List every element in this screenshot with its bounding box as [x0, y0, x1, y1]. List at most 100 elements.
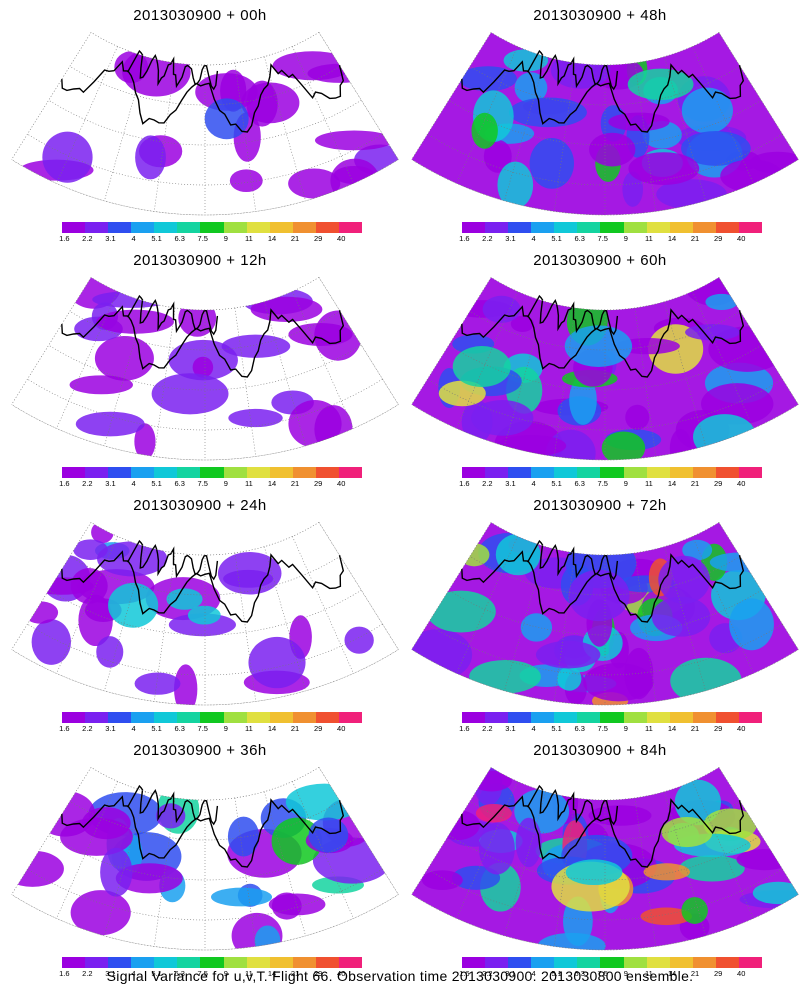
colorbar-swatch — [554, 467, 578, 478]
colorbar-swatch — [292, 222, 316, 233]
colorbar-tick-label: 1.6 — [59, 724, 70, 733]
coastline — [61, 784, 345, 868]
colorbar-swatch — [577, 467, 601, 478]
colorbar-tick-label: 9 — [623, 724, 628, 733]
colorbar-tick-label: 2.2 — [482, 234, 493, 243]
colorbar-tick-label: 5.1 — [551, 969, 562, 978]
colorbar-swatch — [338, 712, 363, 723]
colorbar-swatch — [715, 467, 739, 478]
panel-title: 2013030900 + 84h — [533, 742, 667, 759]
colorbar-tick-label: 29 — [713, 969, 723, 978]
colorbar-swatch — [531, 222, 555, 233]
colorbar-swatch — [508, 957, 532, 968]
colorbar-tick-label: 40 — [737, 724, 746, 733]
colorbar-swatch — [200, 467, 224, 478]
colorbar-swatch — [577, 222, 601, 233]
colorbar-swatch — [577, 712, 601, 723]
colorbar-tick-label: 29 — [713, 724, 723, 733]
coastline — [461, 49, 745, 133]
colorbar-tick-label: 6.3 — [574, 234, 585, 243]
coastline — [61, 539, 345, 623]
colorbar-swatch — [269, 957, 293, 968]
colorbar-tick-label: 40 — [337, 479, 346, 488]
colorbar-swatch — [462, 712, 486, 723]
colorbar-swatch — [508, 222, 532, 233]
polar-stereographic-map — [11, 521, 399, 706]
panel-title: 2013030900 + 60h — [533, 252, 667, 269]
colorbar-swatch — [600, 957, 624, 968]
colorbar-ticks: 1.6 2.2 3.1 4 5.1 6.3 7.5 9 11 14 21 29 40 — [59, 724, 362, 734]
colorbar-swatch — [131, 712, 155, 723]
colorbar-swatch — [108, 467, 132, 478]
colorbar-swatch — [269, 467, 293, 478]
colorbar-tick-label: 14 — [267, 479, 277, 488]
colorbar-tick-label: 6.3 — [174, 724, 185, 733]
colorbar-swatch — [738, 957, 763, 968]
colorbar-tick-label: 4 — [131, 969, 136, 978]
colorbar-swatch — [269, 222, 293, 233]
colorbar-swatch — [692, 957, 716, 968]
colorbar-tick-label: 21 — [690, 969, 700, 978]
colorbar-swatch — [669, 222, 693, 233]
colorbar-tick-label: 6.3 — [174, 969, 185, 978]
colorbar-swatch — [108, 222, 132, 233]
colorbar-swatch — [246, 957, 270, 968]
colorbar-ticks: 1.6 2.2 3.1 4 5.1 6.3 7.5 9 11 14 21 29 40 — [459, 234, 762, 244]
colorbar-tick-label: 1.6 — [59, 479, 70, 488]
map-panel: 2013030900 + 72h 1.6 2.2 3.1 4 5.1 6.3 7.5 9 11 14… — [400, 490, 800, 735]
polar-stereographic-map — [411, 521, 799, 706]
colorbar-tick-label: 4 — [531, 969, 536, 978]
colorbar-swatch — [554, 957, 578, 968]
polar-stereographic-map — [11, 31, 399, 216]
colorbar-tick-label: 2.2 — [482, 479, 493, 488]
colorbar-tick-label: 7.5 — [597, 479, 608, 488]
colorbar-swatch — [62, 467, 86, 478]
colorbar-swatch — [108, 712, 132, 723]
colorbar-tick-label: 3.1 — [105, 234, 116, 243]
colorbar-tick-label: 40 — [337, 969, 346, 978]
colorbar-tick-label: 40 — [337, 234, 346, 243]
figure-caption: Signal Variance for u,v,T. Flight 66. Ob… — [106, 968, 694, 984]
colorbar-tick-label: 14 — [267, 724, 277, 733]
colorbar-swatch — [669, 712, 693, 723]
colorbar-tick-label: 6.3 — [574, 724, 585, 733]
colorbar-tick-label: 3.1 — [505, 969, 516, 978]
colorbar-tick-label: 29 — [313, 724, 323, 733]
coastline — [61, 49, 345, 133]
colorbar-tick-label: 6.3 — [174, 234, 185, 243]
colorbar-swatch — [154, 467, 178, 478]
colorbar-tick-label: 7.5 — [597, 969, 608, 978]
colorbar-swatch — [646, 222, 670, 233]
panel-title: 2013030900 + 48h — [533, 7, 667, 24]
colorbar-swatch — [62, 957, 86, 968]
map-panel: 2013030900 + 84h 1.6 2.2 3.1 4 5.1 6.3 7.5 9 11 14… — [400, 735, 800, 980]
colorbar-swatch — [62, 222, 86, 233]
colorbar-tick-label: 7.5 — [597, 234, 608, 243]
colorbar-tick-label: 7.5 — [197, 479, 208, 488]
colorbar-swatch — [292, 467, 316, 478]
colorbar-swatch — [554, 222, 578, 233]
colorbar-tick-label: 1.6 — [459, 969, 470, 978]
colorbar-tick-label: 3.1 — [105, 969, 116, 978]
colorbar-ticks: 1.6 2.2 3.1 4 5.1 6.3 7.5 9 11 14 21 29 40 — [459, 969, 762, 979]
colorbar-tick-label: 29 — [313, 969, 323, 978]
colorbar-tick-label: 11 — [245, 234, 253, 243]
polar-stereographic-map — [411, 766, 799, 951]
colorbar-tick-label: 9 — [623, 969, 628, 978]
colorbar-swatch — [131, 467, 155, 478]
colorbar-swatch — [315, 712, 339, 723]
polar-stereographic-map — [11, 276, 399, 461]
panel-title: 2013030900 + 72h — [533, 497, 667, 514]
colorbar-swatch — [623, 467, 647, 478]
colorbar-tick-label: 7.5 — [197, 234, 208, 243]
colorbar-tick-label: 11 — [245, 724, 253, 733]
colorbar-tick-label: 21 — [290, 234, 300, 243]
colorbar-tick-label: 11 — [245, 969, 253, 978]
map-panel: 2013030900 + 60h 1.6 2.2 3.1 4 5.1 6.3 7.5 9 11 14… — [400, 245, 800, 490]
colorbar-tick-label: 9 — [223, 234, 228, 243]
colorbar-swatch — [200, 957, 224, 968]
colorbar-tick-label: 9 — [623, 479, 628, 488]
colorbar-tick-label: 29 — [313, 234, 323, 243]
colorbar-tick-label: 6.3 — [174, 479, 185, 488]
colorbar-swatch — [177, 222, 201, 233]
